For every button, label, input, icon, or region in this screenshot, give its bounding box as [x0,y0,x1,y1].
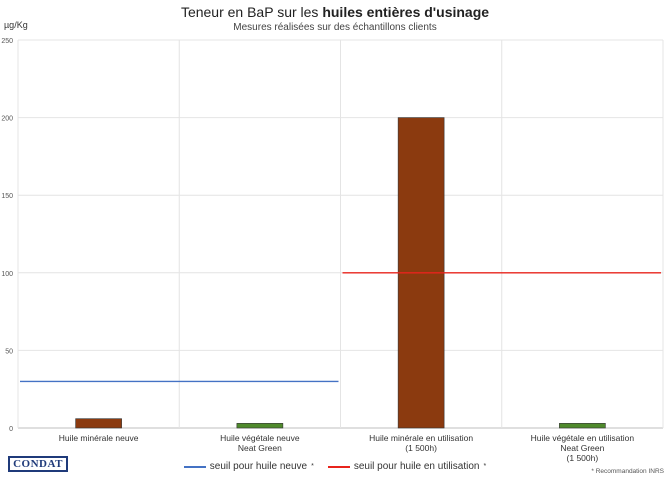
x-tick-label: Huile végétale en utilisation Neat Green(… [531,433,635,463]
legend-label-used-oil: seuil pour huile en utilisation [353,461,480,472]
legend-item-new-oil: seuil pour huile neuve * [183,461,314,472]
legend-swatch-new-oil [183,465,206,468]
y-tick-label: 150 [1,193,13,200]
chart-title-part2: huiles entières d'usinage [322,4,490,20]
x-tick-label: Huile minérale en utilisation (1 500h) [369,433,473,453]
y-tick-label: 100 [1,271,13,278]
legend-marker-new-oil: * [311,463,314,470]
y-tick-label: 200 [1,116,13,123]
x-tick-label: Huile végétale neuve Neat Green [220,433,300,453]
chart-legend: seuil pour huile neuve * seuil pour huile… [0,461,670,472]
y-axis-unit: µg/Kg [4,20,28,30]
bar [75,418,122,429]
y-tick-label: 50 [5,348,13,355]
legend-label-new-oil: seuil pour huile neuve [209,461,308,472]
chart-subtitle: Mesures réalisées sur des échantillons c… [233,22,437,33]
chart-title-part1: Teneur en BaP sur les [180,4,323,20]
condat-logo: CONDAT [8,456,68,472]
logo-text: CONDAT [13,458,63,470]
chart-title: Teneur en BaP sur les huiles entières d'… [0,4,670,20]
footnote: * Recommandation INRS [591,468,664,475]
legend-swatch-used-oil [327,465,350,468]
y-tick-label: 0 [9,426,13,433]
legend-marker-used-oil: * [483,463,487,470]
y-tick-label: 250 [1,38,13,45]
x-tick-label: Huile minérale neuve [59,433,139,443]
bar [236,423,284,429]
bar [559,423,606,429]
legend-item-used-oil: seuil pour huile en utilisation * [327,461,487,472]
chart-title-block: Teneur en BaP sur les huiles entières d'… [0,4,670,33]
